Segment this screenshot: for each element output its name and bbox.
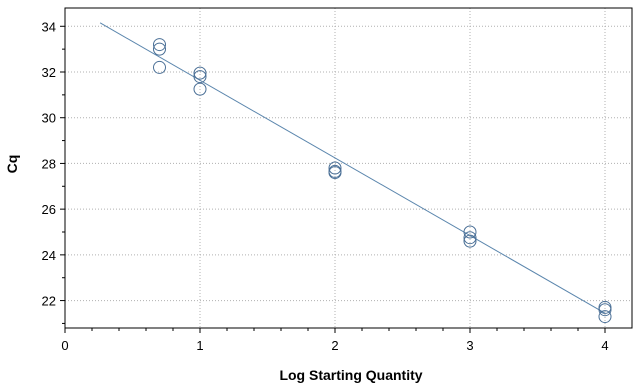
data-point bbox=[598, 303, 612, 317]
y-tick-label: 26 bbox=[42, 202, 56, 217]
data-point bbox=[328, 161, 342, 175]
data-point bbox=[463, 225, 477, 239]
y-tick-label: 22 bbox=[42, 294, 56, 309]
y-axis-title: Cq bbox=[4, 155, 20, 174]
axes bbox=[60, 7, 633, 333]
x-tick-label: 4 bbox=[601, 338, 608, 353]
y-tick-label: 28 bbox=[42, 156, 56, 171]
data-points bbox=[153, 38, 612, 324]
x-tick-label: 0 bbox=[61, 338, 68, 353]
y-tick-label: 32 bbox=[42, 65, 56, 80]
y-tick-label: 24 bbox=[42, 248, 56, 263]
data-point bbox=[193, 82, 207, 96]
data-point bbox=[193, 66, 207, 80]
regression-line bbox=[99, 22, 606, 314]
y-tick-label: 30 bbox=[42, 111, 56, 126]
x-tick-label: 3 bbox=[466, 338, 473, 353]
data-point bbox=[153, 38, 166, 52]
data-point bbox=[463, 234, 477, 248]
y-tick-label: 34 bbox=[42, 19, 56, 34]
regression-line-group bbox=[99, 22, 606, 314]
x-axis-title: Log Starting Quantity bbox=[279, 367, 422, 383]
data-point bbox=[153, 42, 166, 56]
data-point bbox=[328, 166, 342, 180]
x-tick-label: 1 bbox=[196, 338, 203, 353]
data-point bbox=[463, 231, 477, 245]
grid-lines bbox=[65, 8, 632, 328]
plot-frame bbox=[64, 7, 633, 329]
data-point bbox=[153, 60, 166, 74]
x-tick-label: 2 bbox=[331, 338, 338, 353]
data-point bbox=[598, 310, 612, 324]
data-point bbox=[193, 70, 207, 84]
